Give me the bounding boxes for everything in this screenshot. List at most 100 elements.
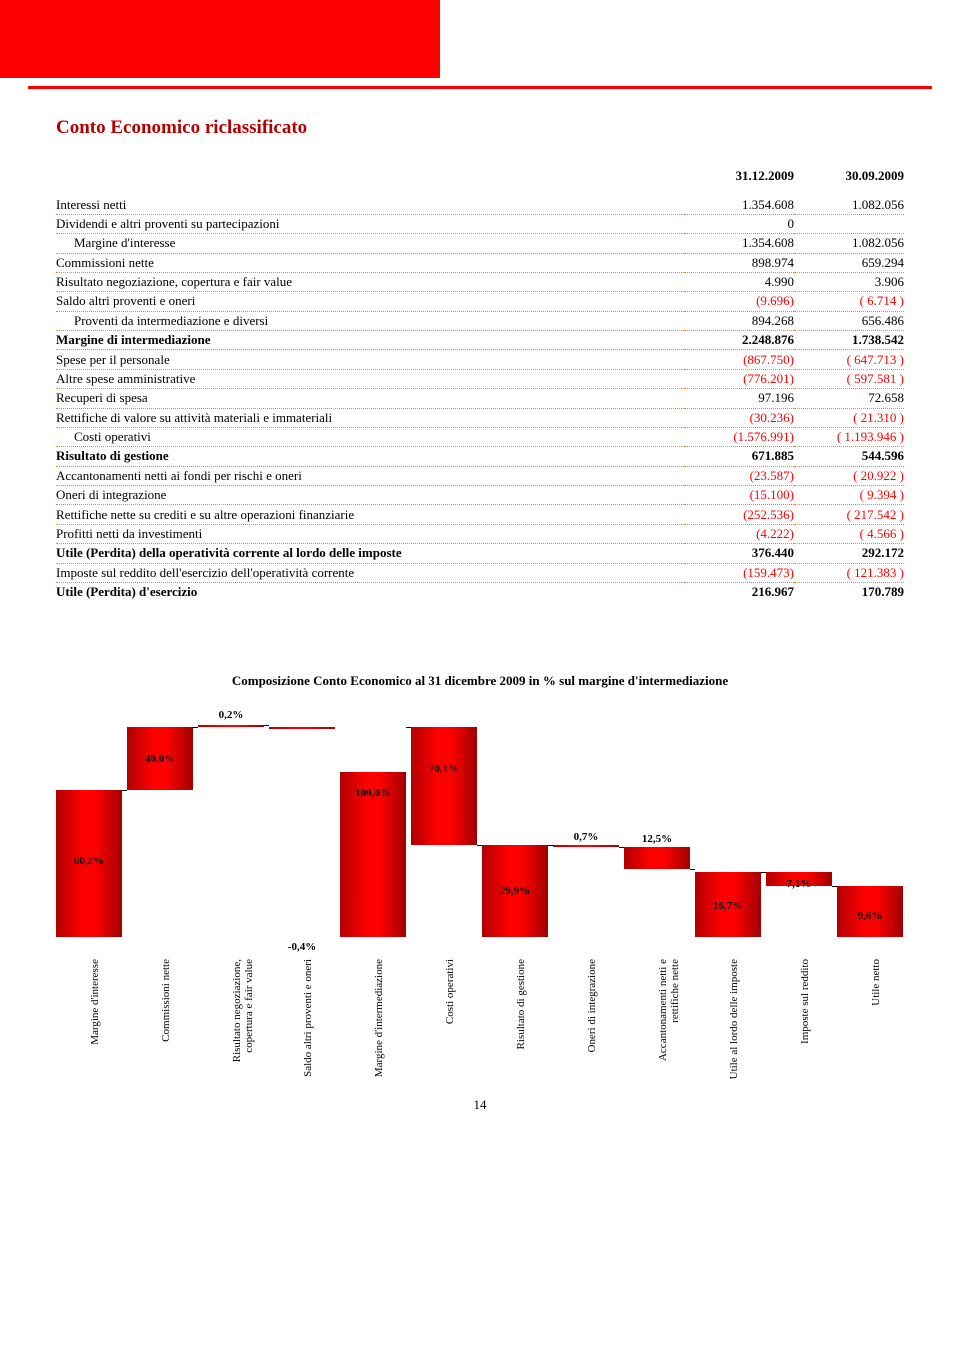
chart-axis-label: Oneri di integrazione xyxy=(586,959,598,1099)
chart-axis-label: Commissioni nette xyxy=(160,959,172,1099)
table-row: Accantonamenti netti ai fondi per rischi… xyxy=(56,466,904,485)
chart-axis-label: Risultato di gestione xyxy=(515,959,527,1099)
row-value-1: (9.696) xyxy=(684,292,794,311)
table-row: Saldo altri proventi e oneri(9.696)( 6.7… xyxy=(56,292,904,311)
row-label: Rettifiche nette su crediti e su altre o… xyxy=(56,505,684,524)
table-row: Spese per il personale(867.750)( 647.713… xyxy=(56,350,904,369)
row-label: Commissioni nette xyxy=(56,253,684,272)
row-value-1: (15.100) xyxy=(684,486,794,505)
row-value-2 xyxy=(794,214,904,233)
row-value-2: ( 9.394 ) xyxy=(794,486,904,505)
row-label: Utile (Perdita) d'esercizio xyxy=(56,582,684,601)
chart-axis-label: Utile netto xyxy=(870,959,882,1099)
row-value-2: 3.906 xyxy=(794,272,904,291)
chart-bar-label: 29,9% xyxy=(482,885,548,897)
row-label: Interessi netti xyxy=(56,195,684,214)
table-row: Oneri di integrazione(15.100)( 9.394 ) xyxy=(56,486,904,505)
row-value-1: 1.354.608 xyxy=(684,195,794,214)
row-label: Altre spese amministrative xyxy=(56,369,684,388)
chart-bar-label: 0,7% xyxy=(553,831,619,843)
table-row: Risultato negoziazione, copertura e fair… xyxy=(56,272,904,291)
row-label: Dividendi e altri proventi su partecipaz… xyxy=(56,214,684,233)
income-statement-table: 31.12.2009 30.09.2009 Interessi netti1.3… xyxy=(56,167,904,601)
row-value-1: (159.473) xyxy=(684,563,794,582)
chart-axis-label: Risultato negoziazione, copertura e fair… xyxy=(231,959,255,1099)
table-row: Margine d'interesse1.354.6081.082.056 xyxy=(56,234,904,253)
row-label: Accantonamenti netti ai fondi per rischi… xyxy=(56,466,684,485)
table-row: Proventi da intermediazione e diversi894… xyxy=(56,311,904,330)
table-row: Utile (Perdita) della operatività corren… xyxy=(56,544,904,563)
row-value-1: (252.536) xyxy=(684,505,794,524)
row-value-1: 894.268 xyxy=(684,311,794,330)
row-value-2: ( 647.713 ) xyxy=(794,350,904,369)
row-value-1: (776.201) xyxy=(684,369,794,388)
row-value-1: 671.885 xyxy=(684,447,794,466)
chart-axis-label: Costi operativi xyxy=(444,959,456,1099)
chart-connector xyxy=(690,869,695,870)
table-row: Dividendi e altri proventi su partecipaz… xyxy=(56,214,904,233)
table-row: Utile (Perdita) d'esercizio216.967170.78… xyxy=(56,582,904,601)
chart-bar-label: 60,2% xyxy=(56,855,122,867)
table-row: Recuperi di spesa97.19672.658 xyxy=(56,389,904,408)
chart-bar-label: 0,2% xyxy=(198,709,264,721)
chart-bar: 70,1% xyxy=(411,707,477,937)
table-row: Costi operativi(1.576.991)( 1.193.946 ) xyxy=(56,427,904,446)
row-value-1: (1.576.991) xyxy=(684,427,794,446)
chart-bar: 100,0% xyxy=(340,707,406,937)
table-row: Interessi netti1.354.6081.082.056 xyxy=(56,195,904,214)
header-red-bar xyxy=(0,0,440,78)
row-label: Proventi da intermediazione e diversi xyxy=(56,311,684,330)
row-value-1: (867.750) xyxy=(684,350,794,369)
col-header-2: 30.09.2009 xyxy=(794,167,904,185)
row-value-2: 1.082.056 xyxy=(794,234,904,253)
table-row: Rettifiche nette su crediti e su altre o… xyxy=(56,505,904,524)
row-label: Margine d'interesse xyxy=(56,234,684,253)
chart-title: Composizione Conto Economico al 31 dicem… xyxy=(56,673,904,689)
table-row: Margine di intermediazione2.248.8761.738… xyxy=(56,331,904,350)
chart-bar-label: 16,7% xyxy=(695,900,761,912)
row-value-2: ( 21.310 ) xyxy=(794,408,904,427)
chart-connector xyxy=(406,727,411,728)
chart-bar: 16,7% xyxy=(695,707,761,937)
chart-connector xyxy=(477,845,482,846)
row-value-2: 292.172 xyxy=(794,544,904,563)
row-label: Spese per il personale xyxy=(56,350,684,369)
row-value-1: (4.222) xyxy=(684,524,794,543)
chart-axis-label: Margine d'intermediazione xyxy=(373,959,385,1099)
col-header-1: 31.12.2009 xyxy=(684,167,794,185)
chart-bar: 60,2% xyxy=(56,707,122,937)
chart-bar-label: 40,0% xyxy=(127,753,193,765)
row-value-1: 97.196 xyxy=(684,389,794,408)
chart-axis-label: Utile al lordo delle imposte xyxy=(728,959,740,1099)
chart-axis-label: Accantonamenti netti e rettifiche nette xyxy=(657,959,681,1099)
chart-connector xyxy=(264,725,269,726)
row-value-1: 4.990 xyxy=(684,272,794,291)
row-value-2: 659.294 xyxy=(794,253,904,272)
row-label: Risultato di gestione xyxy=(56,447,684,466)
chart-bar: 9,6% xyxy=(837,707,903,937)
row-value-2: 1.738.542 xyxy=(794,331,904,350)
chart-bar: 0,7% xyxy=(553,707,619,937)
row-label: Oneri di integrazione xyxy=(56,486,684,505)
row-value-2: ( 217.542 ) xyxy=(794,505,904,524)
row-label: Risultato negoziazione, copertura e fair… xyxy=(56,272,684,291)
row-value-2: ( 597.581 ) xyxy=(794,369,904,388)
chart-bar: -0,4% xyxy=(269,707,335,937)
row-value-1: 0 xyxy=(684,214,794,233)
waterfall-chart: 60,2%Margine d'interesse40,0%Commissioni… xyxy=(56,707,904,1087)
row-value-1: 898.974 xyxy=(684,253,794,272)
row-label: Margine di intermediazione xyxy=(56,331,684,350)
chart-axis-label: Saldo altri proventi e oneri xyxy=(302,959,314,1099)
chart-bar-label: 9,6% xyxy=(837,910,903,922)
row-value-1: (23.587) xyxy=(684,466,794,485)
chart-bar-label: 7,1% xyxy=(766,878,832,890)
chart-bar: 29,9% xyxy=(482,707,548,937)
row-value-1: 1.354.608 xyxy=(684,234,794,253)
row-value-2: ( 4.566 ) xyxy=(794,524,904,543)
row-label: Profitti netti da investimenti xyxy=(56,524,684,543)
row-label: Rettifiche di valore su attività materia… xyxy=(56,408,684,427)
chart-bar: 40,0% xyxy=(127,707,193,937)
row-value-1: 216.967 xyxy=(684,582,794,601)
row-value-2: ( 121.383 ) xyxy=(794,563,904,582)
chart-connector xyxy=(619,847,624,848)
